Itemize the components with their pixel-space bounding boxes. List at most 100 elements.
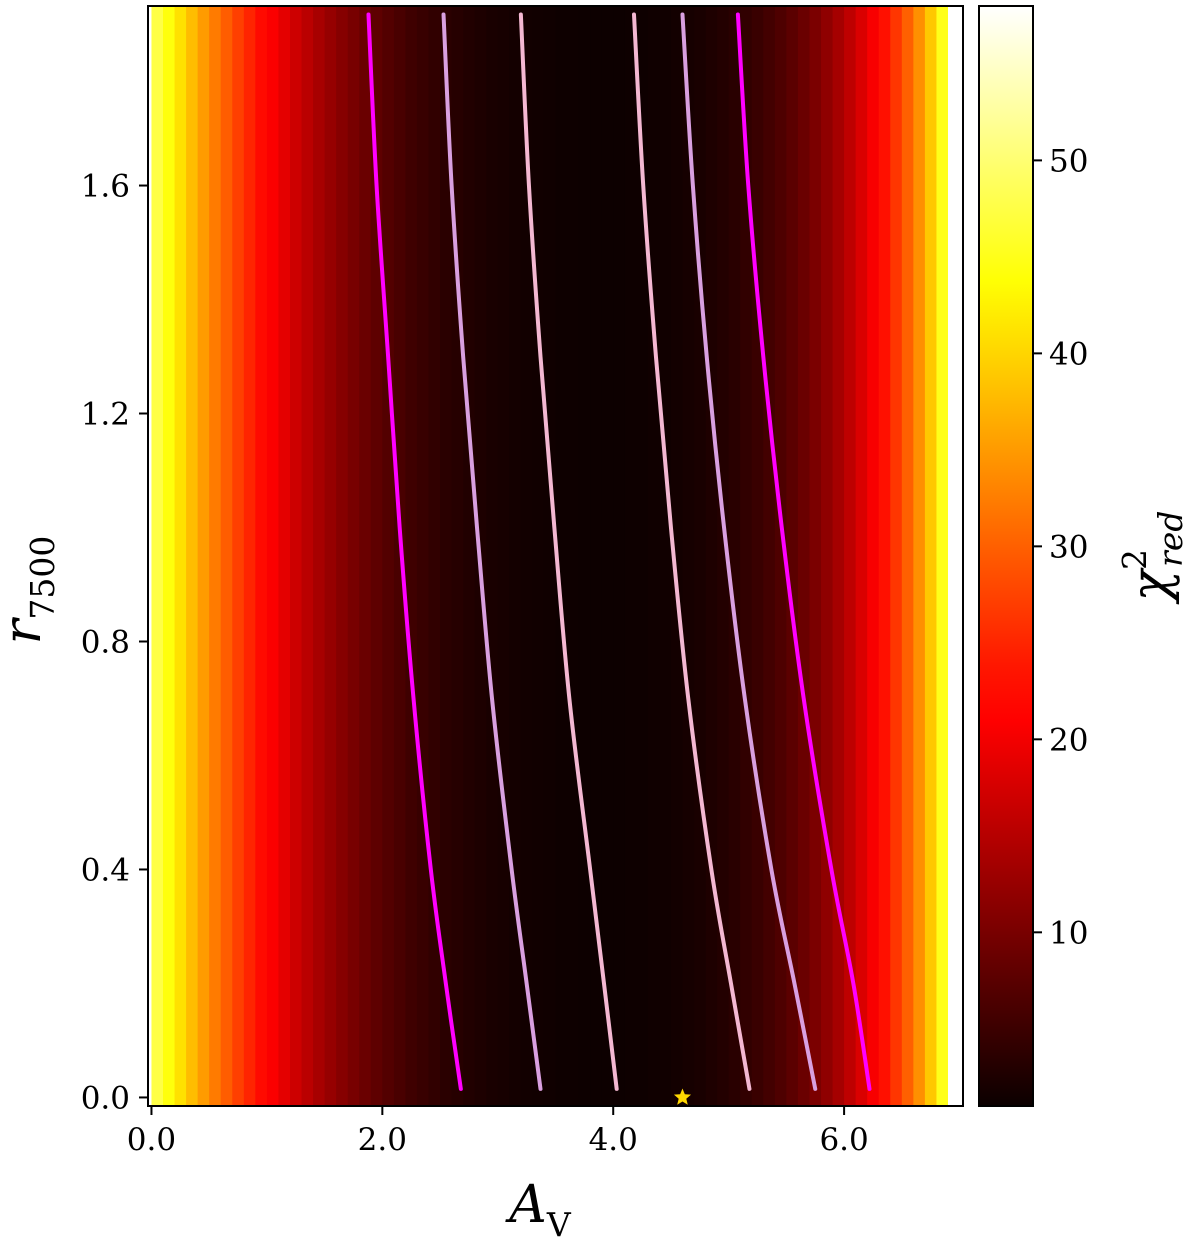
heatmap-cell bbox=[936, 6, 949, 1106]
heatmap-cell bbox=[220, 6, 234, 1106]
heatmap-cell bbox=[717, 6, 730, 1106]
heatmap-cell bbox=[151, 6, 164, 1106]
heatmap-cell bbox=[416, 6, 430, 1106]
heatmap-cell bbox=[186, 6, 199, 1106]
heatmap-cell bbox=[370, 6, 384, 1106]
contour-line bbox=[680, 12, 818, 1091]
heatmap-cell bbox=[486, 6, 499, 1106]
heatmap-cell bbox=[751, 6, 765, 1106]
heatmap-cell bbox=[947, 6, 961, 1106]
contour-line bbox=[441, 12, 543, 1091]
heatmap bbox=[151, 6, 961, 1106]
colorbar-axis: 10 20 30 40 50 bbox=[1033, 143, 1088, 951]
y-tick-label: 0.8 bbox=[81, 624, 130, 660]
colorbar-title: χ2red bbox=[1115, 511, 1190, 606]
heatmap-cell bbox=[347, 6, 361, 1106]
heatmap-cell bbox=[878, 6, 892, 1106]
heatmap-cell bbox=[867, 6, 880, 1106]
y-axis-title-sub: 7500 bbox=[23, 536, 62, 620]
heatmap-cell bbox=[613, 6, 626, 1106]
heatmap-cell bbox=[740, 6, 753, 1106]
heatmap-cell bbox=[440, 6, 453, 1106]
heatmap-cell bbox=[555, 6, 568, 1106]
heatmap-cell bbox=[694, 6, 707, 1106]
heatmap-cell bbox=[659, 6, 672, 1106]
heatmap-cell bbox=[578, 6, 591, 1106]
y-tick-label: 1.2 bbox=[81, 397, 130, 433]
heatmap-cell bbox=[901, 6, 915, 1106]
colorbar-tick-label: 10 bbox=[1049, 915, 1088, 951]
heatmap-cell bbox=[497, 6, 511, 1106]
heatmap-cell bbox=[647, 6, 661, 1106]
y-axis: 0.0 0.4 0.8 1.2 1.6 bbox=[81, 169, 148, 1116]
heatmap-cell bbox=[913, 6, 926, 1106]
x-tick-label: 6.0 bbox=[819, 1122, 868, 1158]
colorbar bbox=[978, 5, 1034, 1107]
heatmap-cell bbox=[451, 6, 464, 1106]
heatmap-cell bbox=[243, 6, 257, 1106]
heatmap-cell bbox=[670, 6, 684, 1106]
contour-line bbox=[631, 12, 752, 1091]
colorbar-tick-label: 40 bbox=[1049, 336, 1088, 372]
heatmap-cell bbox=[844, 6, 857, 1106]
y-tick-label: 0.4 bbox=[81, 852, 130, 888]
colorbar-title-main: χ bbox=[1121, 566, 1181, 605]
y-axis-title-main: r bbox=[0, 616, 53, 644]
heatmap-cell bbox=[532, 6, 545, 1106]
best-fit-star bbox=[673, 1088, 692, 1105]
heatmap-cell bbox=[255, 6, 268, 1106]
heatmap-cell bbox=[209, 6, 222, 1106]
heatmap-cell bbox=[382, 6, 395, 1106]
contours bbox=[366, 12, 872, 1091]
x-tick-label: 4.0 bbox=[589, 1122, 638, 1158]
heatmap-cell bbox=[636, 6, 649, 1106]
heatmap-cell bbox=[809, 6, 822, 1106]
heatmap-cell bbox=[313, 6, 326, 1106]
heatmap-cell bbox=[763, 6, 776, 1106]
heatmap-cell bbox=[797, 6, 811, 1106]
heatmap-cell bbox=[197, 6, 210, 1106]
heatmap-cell bbox=[520, 6, 534, 1106]
x-axis-title-main: A bbox=[505, 1175, 547, 1235]
contour-line bbox=[366, 12, 463, 1091]
heatmap-cell bbox=[336, 6, 349, 1106]
heatmap-cell bbox=[428, 6, 441, 1106]
heatmap-cell bbox=[359, 6, 372, 1106]
plot-frame bbox=[147, 5, 964, 1107]
colorbar-title-sub: red bbox=[1151, 511, 1190, 567]
heatmap-cell bbox=[890, 6, 903, 1106]
heatmap-cell bbox=[463, 6, 476, 1106]
heatmap-cell bbox=[786, 6, 799, 1106]
heatmap-cell bbox=[624, 6, 638, 1106]
heatmap-cell bbox=[405, 6, 418, 1106]
heatmap-cell bbox=[174, 6, 187, 1106]
x-axis-title: AV bbox=[505, 1175, 572, 1244]
heatmap-cell bbox=[289, 6, 303, 1106]
heatmap-cell bbox=[232, 6, 245, 1106]
colorbar-tick-label: 20 bbox=[1049, 722, 1088, 758]
x-axis-title-sub: V bbox=[546, 1205, 572, 1244]
colorbar-tick-label: 50 bbox=[1049, 143, 1088, 179]
heatmap-cell bbox=[682, 6, 695, 1106]
y-tick-label: 0.0 bbox=[81, 1080, 130, 1116]
colorbar-title-sup: 2 bbox=[1115, 549, 1154, 570]
contour-line bbox=[518, 12, 619, 1091]
heatmap-cell bbox=[543, 6, 557, 1106]
x-tick-label: 2.0 bbox=[358, 1122, 407, 1158]
heatmap-cell bbox=[567, 6, 580, 1106]
heatmap-cell bbox=[266, 6, 280, 1106]
heatmap-cell bbox=[855, 6, 868, 1106]
heatmap-cell bbox=[278, 6, 291, 1106]
contour-line bbox=[735, 12, 872, 1091]
heatmap-cell bbox=[705, 6, 718, 1106]
heatmap-cell bbox=[832, 6, 845, 1106]
x-tick-label: 0.0 bbox=[127, 1122, 176, 1158]
heatmap-cell bbox=[924, 6, 938, 1106]
heatmap-cell bbox=[774, 6, 788, 1106]
heatmap-cell bbox=[324, 6, 337, 1106]
heatmap-cell bbox=[821, 6, 834, 1106]
heatmap-cell bbox=[163, 6, 176, 1106]
x-axis: 0.0 2.0 4.0 6.0 bbox=[127, 1106, 869, 1158]
y-tick-label: 1.6 bbox=[81, 169, 130, 205]
